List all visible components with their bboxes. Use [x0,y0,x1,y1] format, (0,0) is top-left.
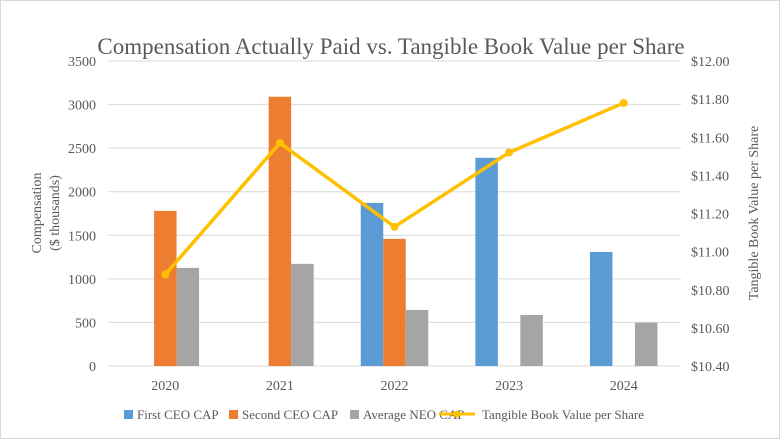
x-tick-label: 2022 [381,379,409,394]
bar-average-neo-cap [291,263,314,366]
bar-second-ceo-cap [383,238,406,366]
line-point [390,222,399,231]
y2-tick-label: $11.60 [691,131,729,146]
legend-label: Second CEO CAP [242,407,338,422]
y-axis-label-line-1: Compensation [30,173,45,254]
legend-marker [453,410,461,418]
x-tick-label: 2021 [266,379,294,394]
line-point [505,148,514,157]
y-tick-label: 0 [89,360,96,375]
legend-item: Second CEO CAP [229,407,338,422]
y2-tick-label: $10.80 [691,284,730,299]
y2-tick-label: $10.40 [691,360,730,375]
legend-swatch [229,410,238,419]
legend-label: Tangible Book Value per Share [482,407,644,422]
bar-second-ceo-cap [154,210,177,366]
bar-second-ceo-cap [268,96,292,366]
y2-tick-label: $11.00 [691,246,729,261]
y-axis-label-line-2: ($ thousands) [48,175,63,251]
legend-swatch [124,410,133,419]
y2-tick-label: $11.20 [691,208,729,223]
x-tick-label: 2023 [495,379,523,394]
legend-item: Average NEO CAP [350,407,465,422]
chart-title: Compensation Actually Paid vs. Tangible … [97,34,684,59]
legend-label: First CEO CAP [137,407,219,422]
y2-axis-label: Tangible Book Value per Share [747,126,762,301]
y2-tick-label: $11.40 [691,169,729,184]
legend-swatch [350,410,359,419]
bar-first-ceo-cap [360,202,384,366]
y-tick-label: 3500 [68,55,96,70]
bar-average-neo-cap [405,309,429,366]
bar-average-neo-cap [520,314,543,366]
bar-first-ceo-cap [475,157,498,366]
bar-average-neo-cap [634,322,658,366]
y2-tick-label: $12.00 [691,55,730,70]
bar-first-ceo-cap [589,251,613,366]
legend-item: First CEO CAP [124,407,219,422]
x-tick-label: 2020 [151,379,179,394]
legend-label: Average NEO CAP [363,407,465,422]
x-tick-label: 2024 [610,379,638,394]
line-point [275,138,284,147]
y2-tick-label: $11.80 [691,93,729,108]
y-tick-label: 2000 [68,186,96,201]
y-tick-label: 3000 [68,99,96,114]
legend-item: Tangible Book Value per Share [439,407,644,422]
y-tick-label: 2500 [68,142,96,157]
bar-average-neo-cap [176,267,200,366]
line-point [619,98,628,107]
y-tick-label: 1500 [68,229,96,244]
y2-tick-label: $10.60 [691,322,730,337]
y-tick-label: 500 [75,316,96,331]
y-tick-label: 1000 [68,273,96,288]
line-point [161,270,170,279]
